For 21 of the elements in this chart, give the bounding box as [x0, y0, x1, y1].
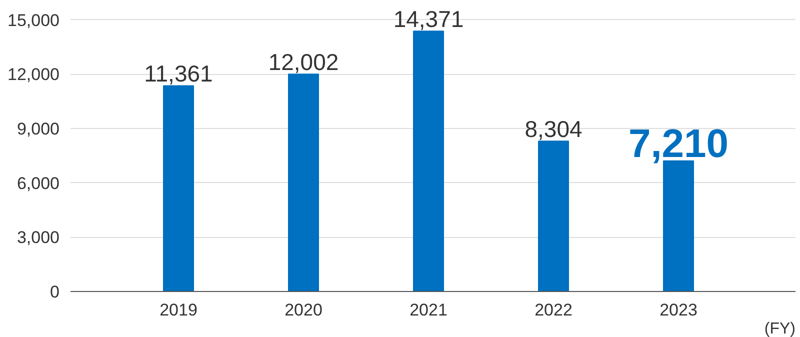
y-tick-label: 15,000: [8, 10, 60, 30]
x-tick-label: 2023: [660, 300, 698, 320]
x-tick-label: 2022: [534, 300, 572, 320]
x-tick-label: 2019: [160, 300, 198, 320]
x-tick-label: 2021: [410, 300, 448, 320]
y-tick-label: 9,000: [16, 119, 60, 138]
y-tick-label: 3,000: [16, 228, 60, 248]
bar: [413, 30, 444, 292]
data-label: 8,304: [524, 116, 582, 142]
x-axis-title: (FY): [764, 320, 796, 337]
bar: [163, 85, 194, 292]
x-tick-label: 2020: [284, 300, 322, 320]
bar: [538, 140, 569, 292]
y-tick-label: 0: [50, 282, 60, 302]
y-tick-label: 6,000: [16, 174, 60, 193]
bar: [288, 74, 319, 292]
data-label: 14,371: [393, 6, 464, 32]
data-label: 11,361: [144, 60, 213, 87]
y-tick-label: 12,000: [8, 65, 60, 84]
data-label: 12,002: [268, 49, 339, 76]
data-label: 7,210: [628, 122, 729, 166]
